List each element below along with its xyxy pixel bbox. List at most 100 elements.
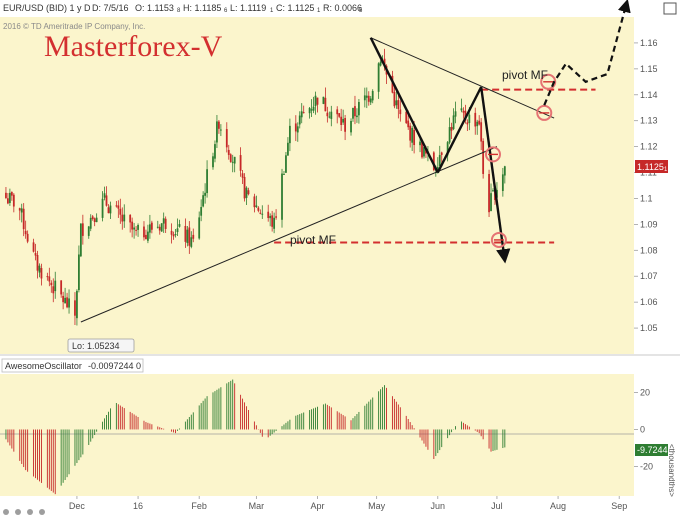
candle-body (160, 223, 163, 232)
price-tick-label: 1.15 (640, 64, 658, 74)
candle-body (383, 58, 386, 67)
price-tick-label: 1.1 (640, 193, 653, 203)
candle-body (287, 142, 289, 156)
candle-body (188, 227, 191, 246)
candle-body (285, 155, 287, 173)
candle-body (233, 156, 236, 164)
candle-body (192, 234, 195, 239)
candle-body (340, 116, 343, 125)
candle-body (358, 102, 360, 116)
candle-body (50, 282, 53, 286)
time-tick-label: Aug (550, 501, 566, 511)
candle-body (257, 207, 260, 211)
candle-body (87, 226, 90, 236)
candle-body (76, 290, 78, 319)
candle-body (78, 254, 80, 291)
candle-body (135, 229, 137, 231)
price-tick-label: 1.08 (640, 245, 658, 255)
candle-body (103, 193, 106, 198)
time-tick-label: Dec (69, 501, 86, 511)
candle-body (133, 227, 136, 230)
candle-body (115, 205, 118, 207)
candle-body (117, 205, 120, 209)
candle-body (143, 226, 145, 238)
watermark-title: Masterforex-V (44, 30, 223, 63)
oscillator-current-badge (635, 444, 668, 456)
footer-dot (27, 509, 33, 515)
candle-body (460, 108, 463, 111)
candle-body (369, 98, 372, 103)
close-readout-sub: 1 (317, 8, 321, 14)
candle-body (46, 276, 49, 278)
footer-dot (15, 509, 21, 515)
price-tick-label: 1.13 (640, 116, 658, 126)
candle-body (131, 221, 134, 230)
candle-body (298, 115, 301, 125)
trendline (370, 37, 555, 119)
candle-body (10, 192, 13, 196)
candle-body (259, 212, 262, 214)
oscillator-tick-label: 20 (640, 387, 650, 397)
candle-body (468, 114, 471, 123)
indicator-value: -0.0097244 (88, 361, 134, 371)
candle-body (121, 214, 124, 222)
candle-body (492, 190, 494, 192)
candle-body (212, 156, 214, 168)
time-tick-label: Jun (431, 501, 446, 511)
candle-body (202, 195, 205, 207)
candle-body (336, 109, 339, 115)
candle-body (8, 192, 11, 203)
candle-body (482, 140, 485, 174)
price-tick-label: 1.09 (640, 219, 658, 229)
candle-body (399, 109, 402, 115)
oscillator-tick-label: 0 (640, 424, 645, 434)
current-price-badge (635, 160, 668, 173)
projection-path (543, 0, 631, 106)
candle-body (101, 198, 104, 218)
candle-body (342, 118, 345, 123)
candle-body (446, 142, 449, 156)
candle-body (74, 300, 76, 316)
price-axis-area (634, 17, 680, 354)
candle-body (54, 280, 57, 292)
pivot-circle (536, 104, 553, 121)
candle-body (452, 115, 455, 130)
candle-body (204, 192, 207, 196)
candle-body (310, 109, 313, 111)
candle-body (363, 95, 366, 101)
candle-body (93, 218, 96, 222)
candle-body (164, 218, 167, 229)
candle-body (170, 230, 173, 235)
candle-body (405, 111, 408, 124)
candle-body (448, 127, 451, 143)
candle-body (60, 280, 63, 295)
date-readout: D: 7/5/16 (92, 3, 129, 13)
candle-body (190, 237, 193, 247)
pattern-leg (369, 37, 439, 174)
candle-body (288, 125, 291, 144)
candle-body (423, 147, 425, 157)
candle-body (36, 255, 39, 271)
oscillator-bars (5, 379, 506, 495)
candle-body (377, 63, 380, 92)
pivot-circle (484, 146, 501, 163)
candle-body (150, 222, 153, 230)
oscillator-panel (0, 374, 634, 496)
candle-body (296, 126, 299, 133)
candle-body (269, 215, 272, 219)
candle-body (48, 276, 51, 282)
candle-body (421, 140, 423, 158)
candle-body (352, 107, 354, 119)
candle-body (158, 226, 161, 231)
candle-body (200, 207, 203, 216)
candle-body (239, 155, 242, 171)
candle-body (273, 217, 276, 229)
candle-body (354, 106, 356, 117)
candle-body (219, 129, 222, 131)
candle-body (245, 187, 248, 198)
oscillator-header (0, 356, 680, 374)
time-tick-label: May (368, 501, 386, 511)
time-tick-label: Mar (249, 501, 265, 511)
trendlines (80, 37, 555, 323)
